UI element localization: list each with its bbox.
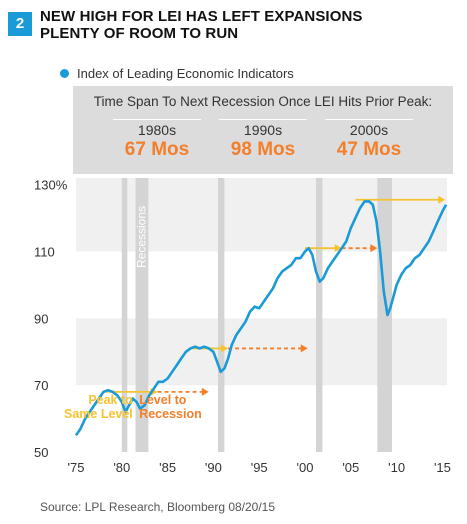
legend-dot-icon (60, 69, 69, 78)
yellow-arrow-head (221, 344, 229, 353)
y-tick-label: 130% (34, 178, 68, 193)
recession-bar (121, 178, 128, 452)
x-tick-label: '00 (297, 460, 314, 475)
orange-arrow-head (201, 387, 209, 396)
y-tick-label: 50 (34, 445, 48, 460)
yellow-arrow-head (334, 244, 342, 253)
decade-2000s: 2000s 47 Mos (325, 119, 413, 161)
y-tick-label: 90 (34, 311, 48, 326)
decade-1990s: 1990s 98 Mos (219, 119, 307, 161)
x-tick-label: '75 (68, 460, 85, 475)
yellow-arrow-head (438, 195, 446, 204)
decade-label: 1980s (113, 119, 201, 138)
source-note: Source: LPL Research, Bloomberg 08/20/15 (40, 500, 276, 514)
x-tick-label: '85 (159, 460, 176, 475)
x-tick-label: '95 (251, 460, 268, 475)
recession-bar (316, 178, 323, 452)
chart-title: NEW HIGH FOR LEI HAS LEFT EXPANSIONS PLE… (40, 8, 440, 42)
decade-value: 67 Mos (124, 139, 190, 160)
chart-title-line-1: NEW HIGH FOR LEI HAS LEFT EXPANSIONS (40, 8, 363, 25)
recession-bar (135, 178, 149, 452)
chart-title-line-2: PLENTY OF ROOM TO RUN (40, 25, 239, 42)
time-span-panel: Time Span To Next Recession Once LEI Hit… (73, 86, 453, 174)
x-tick-label: '90 (205, 460, 222, 475)
decade-1980s: 1980s 67 Mos (113, 119, 201, 161)
x-tick-label: '10 (388, 460, 405, 475)
recession-bar (377, 178, 393, 452)
y-tick-label: 110 (34, 245, 55, 260)
decade-label: 2000s (325, 119, 413, 138)
decade-value: 47 Mos (336, 139, 402, 160)
x-tick-label: '05 (342, 460, 359, 475)
annotation-peak-to-same-level: Peak to (88, 393, 133, 407)
x-tick-label: '80 (113, 460, 130, 475)
orange-arrow-head (300, 344, 308, 353)
x-tick-label: '15 (434, 460, 451, 475)
y-tick-label: 70 (34, 378, 48, 393)
figure-number: 2 (8, 12, 32, 36)
recessions-label: Recessions (135, 206, 149, 268)
annotation-level-to-recession: Recession (139, 407, 202, 421)
decade-label: 1990s (219, 119, 307, 138)
annotation-peak-to-same-level: Same Level (64, 407, 133, 421)
orange-arrow-head (370, 244, 378, 253)
legend-label: Index of Leading Economic Indicators (77, 66, 294, 81)
panel-heading: Time Span To Next Recession Once LEI Hit… (93, 94, 433, 109)
decade-value: 98 Mos (230, 139, 296, 160)
legend: Index of Leading Economic Indicators (60, 66, 294, 81)
annotation-level-to-recession: Level to (139, 393, 187, 407)
lei-series-line (74, 200, 448, 437)
recession-bar (217, 178, 225, 452)
